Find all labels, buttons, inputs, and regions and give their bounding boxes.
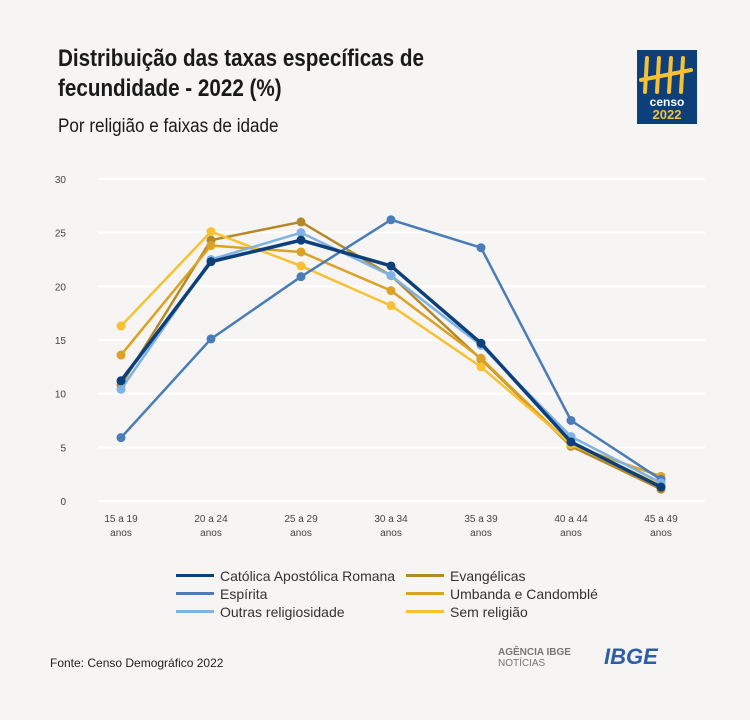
agencia-ibge-logo: AGÊNCIA IBGE NOTÍCIAS xyxy=(498,647,571,669)
svg-text:censo: censo xyxy=(650,95,685,109)
x-tick-label: anos xyxy=(380,528,402,539)
x-tick-label: anos xyxy=(110,528,132,539)
legend-swatch xyxy=(406,610,444,613)
x-tick-label: anos xyxy=(560,528,582,539)
data-point xyxy=(386,286,396,296)
data-point xyxy=(206,241,216,251)
data-point xyxy=(386,301,396,311)
data-point xyxy=(566,437,576,447)
legend-swatch xyxy=(176,574,214,577)
data-point xyxy=(296,228,306,238)
data-point xyxy=(116,376,126,386)
x-tick-label: 20 a 24 xyxy=(194,514,228,525)
y-tick-label: 20 xyxy=(55,282,67,293)
legend-swatch xyxy=(176,592,214,595)
page-subtitle: Por religião e faixas de idade xyxy=(58,116,279,137)
data-point xyxy=(296,235,306,245)
x-tick-label: 45 a 49 xyxy=(644,514,678,525)
data-point xyxy=(206,334,216,344)
legend-swatch xyxy=(406,574,444,577)
data-point xyxy=(386,271,396,281)
data-point xyxy=(386,215,396,225)
y-tick-label: 10 xyxy=(55,390,67,401)
series-5 xyxy=(116,235,666,492)
legend-item: Sem religião xyxy=(406,603,626,620)
x-tick-label: 35 a 39 xyxy=(464,514,498,525)
legend-label: Evangélicas xyxy=(450,567,526,584)
legend-item: Espírita xyxy=(176,585,406,602)
legend-label: Espírita xyxy=(220,585,268,602)
legend-label: Umbanda e Candomblé xyxy=(450,585,598,602)
x-tick-label: 15 a 19 xyxy=(104,514,138,525)
y-tick-label: 0 xyxy=(60,497,66,508)
data-point xyxy=(116,433,126,443)
legend-swatch xyxy=(406,592,444,595)
data-point xyxy=(296,247,306,257)
x-tick-label: anos xyxy=(650,528,672,539)
data-point xyxy=(116,384,126,394)
data-point xyxy=(206,227,216,237)
source-note: Fonte: Censo Demográfico 2022 xyxy=(50,656,224,670)
x-tick-label: anos xyxy=(200,528,222,539)
data-point xyxy=(386,261,396,271)
legend: Católica Apostólica Romana Evangélicas Esp… xyxy=(176,567,626,620)
data-point xyxy=(206,257,216,267)
x-tick-label: 30 a 34 xyxy=(374,514,408,525)
censo-2022-logo: censo 2022 xyxy=(637,50,697,124)
legend-item: Outras religiosidade xyxy=(176,603,406,620)
data-point xyxy=(116,350,126,360)
ibge-logo: IBGE xyxy=(604,644,658,669)
legend-item: Católica Apostólica Romana xyxy=(176,567,406,584)
data-point xyxy=(476,353,486,363)
legend-swatch xyxy=(176,610,214,613)
data-point xyxy=(296,217,306,227)
data-point xyxy=(476,338,486,348)
data-point xyxy=(476,243,486,253)
line-chart: 0 5 10 15 20 25 30 15 a 19 anos 20 a 24 anos 25 a 2… xyxy=(55,175,705,539)
data-point xyxy=(296,261,306,271)
data-point xyxy=(566,416,576,425)
y-tick-label: 30 xyxy=(55,175,67,186)
x-tick-label: 40 a 44 xyxy=(554,514,588,525)
legend-label: Sem religião xyxy=(450,603,528,620)
y-tick-label: 25 xyxy=(55,229,67,240)
legend-label: Outras religiosidade xyxy=(220,603,345,620)
series-3 xyxy=(116,215,666,485)
data-point xyxy=(476,362,486,372)
svg-text:2022: 2022 xyxy=(653,107,682,122)
page-title: Distribuição das taxas específicas de fe… xyxy=(58,45,424,102)
x-tick-label: 25 a 29 xyxy=(284,514,318,525)
y-tick-label: 15 xyxy=(55,336,67,347)
x-tick-label: anos xyxy=(470,528,492,539)
y-tick-label: 5 xyxy=(60,443,66,454)
data-point xyxy=(656,482,666,492)
legend-item: Umbanda e Candomblé xyxy=(406,585,626,602)
legend-item: Evangélicas xyxy=(406,567,626,584)
data-point xyxy=(296,272,306,282)
x-tick-label: anos xyxy=(290,528,312,539)
legend-label: Católica Apostólica Romana xyxy=(220,567,396,584)
data-point xyxy=(116,321,126,331)
